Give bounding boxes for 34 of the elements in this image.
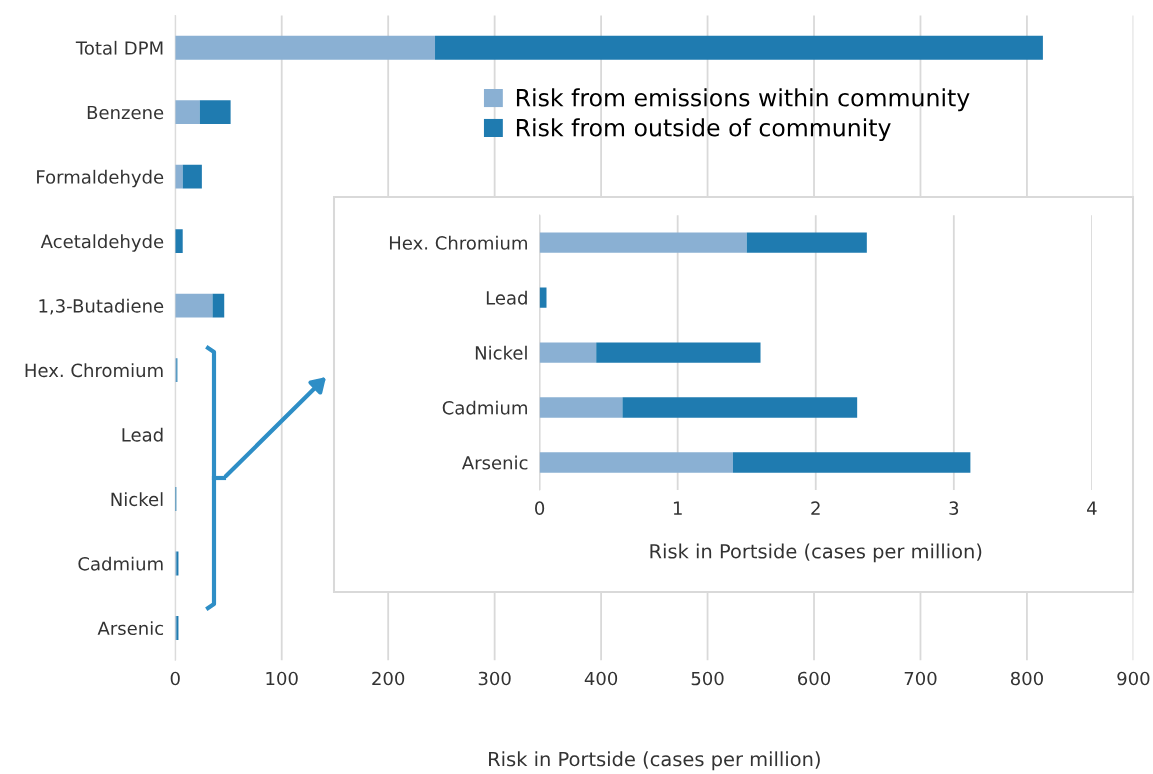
x-tick-label: 800 [1010, 671, 1043, 686]
legend-label: Risk from emissions within community [516, 88, 970, 112]
y-tick-label: Hex. Chromium [25, 363, 163, 378]
x-axis-title: Risk in Portside (cases per million) [489, 751, 820, 771]
x-tick-label: 900 [1117, 671, 1150, 686]
x-tick-label: 700 [904, 671, 937, 686]
y-tick-label: Arsenic [461, 455, 528, 470]
x-tick-label: 0 [170, 671, 180, 686]
x-tick-label: 600 [798, 671, 831, 686]
x-tick-label: 300 [478, 671, 511, 686]
y-tick-label: Total DPM [75, 40, 163, 55]
y-tick-label: Lead [122, 427, 163, 442]
y-tick-label: Lead [486, 290, 527, 305]
y-tick-label: Formaldehyde [37, 169, 164, 188]
x-tick-label: 2 [811, 501, 820, 515]
y-tick-label: Nickel [111, 492, 163, 507]
x-axis-title: Risk in Portside (cases per million) [650, 543, 982, 563]
x-tick-label: 3 [949, 501, 959, 516]
x-tick-label: 500 [691, 671, 724, 686]
x-tick-label: 1 [673, 501, 682, 515]
legend-label: Risk from outside of community [516, 118, 891, 142]
y-tick-label: Acetaldehyde [40, 234, 164, 252]
y-tick-label: 1,3-Butadiene [39, 298, 164, 315]
x-tick-label: 400 [584, 671, 618, 686]
x-tick-label: 200 [372, 671, 405, 686]
y-tick-label: Hex. Chromium [389, 235, 527, 250]
x-tick-label: 4 [1087, 501, 1097, 515]
y-tick-label: Arsenic [97, 621, 164, 636]
y-tick-label: Benzene [87, 105, 164, 120]
y-tick-label: Nickel [475, 345, 527, 360]
x-tick-label: 0 [535, 501, 545, 516]
y-tick-label: Cadmium [78, 556, 163, 571]
y-tick-label: Cadmium [442, 400, 527, 415]
x-tick-label: 100 [266, 671, 298, 686]
